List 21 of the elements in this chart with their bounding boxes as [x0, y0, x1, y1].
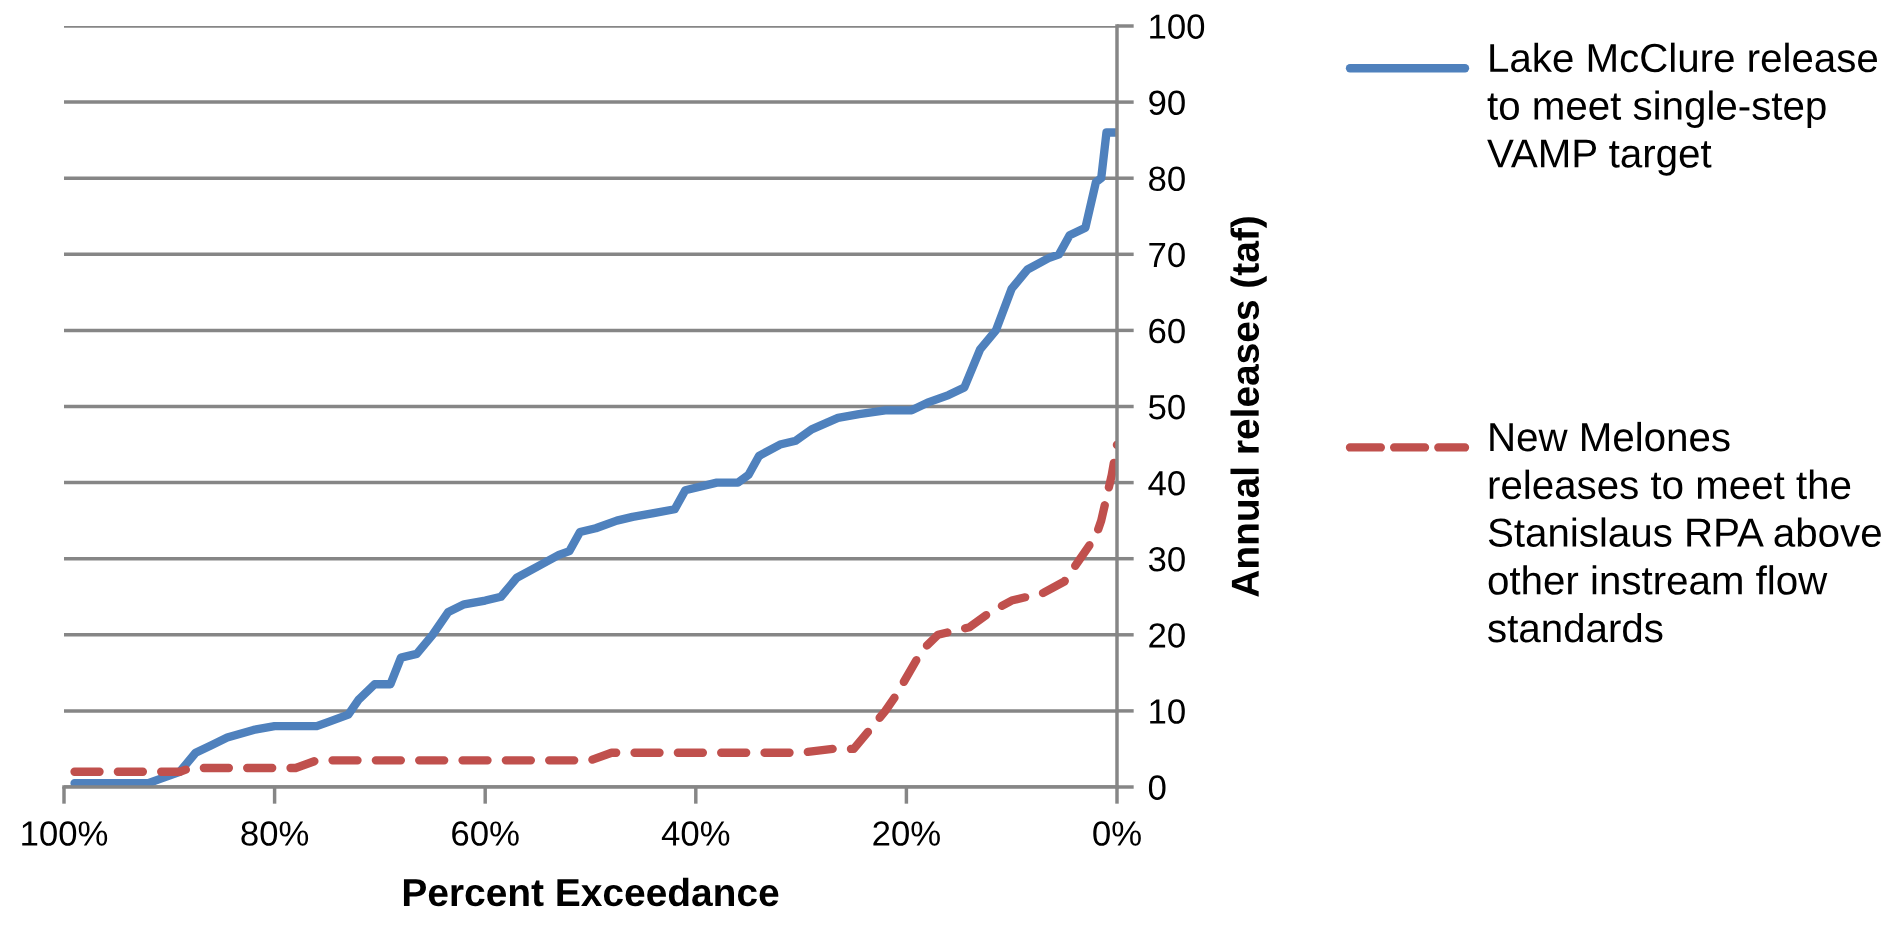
y-tick-label: 50 [1148, 394, 1185, 420]
x-tick-label: 40% [661, 821, 730, 846]
y-axis-title: Annual releases (taf) [1230, 217, 1267, 597]
y-tick-label: 40 [1148, 470, 1185, 496]
y-tick-label: 60 [1149, 318, 1185, 344]
x-tick-label: 60% [452, 821, 519, 846]
x-tick-label: 100% [22, 821, 108, 846]
y-tick-label: 70 [1149, 242, 1185, 268]
y-tick-label: 0 [1148, 775, 1166, 800]
y-tick-label: 90 [1149, 90, 1185, 116]
x-axis-title: Percent Exceedance [403, 877, 779, 907]
x-tick-label: 0% [1093, 821, 1141, 846]
y-tick-label: 80 [1149, 166, 1185, 192]
legend-label: Lake McClure release to meet single-step VAMP target [1487, 42, 1877, 176]
y-tick-label: 100 [1150, 14, 1205, 39]
y-tick-label: 10 [1150, 699, 1185, 724]
legend-label: New Melones releases to meet the Stanislaus RPA above other instream flow standards [1488, 421, 1881, 643]
y-tick-label: 30 [1148, 547, 1185, 572]
x-tick-label: 80% [241, 821, 309, 846]
y-tick-label: 20 [1149, 623, 1185, 648]
x-tick-label: 20% [873, 821, 940, 846]
